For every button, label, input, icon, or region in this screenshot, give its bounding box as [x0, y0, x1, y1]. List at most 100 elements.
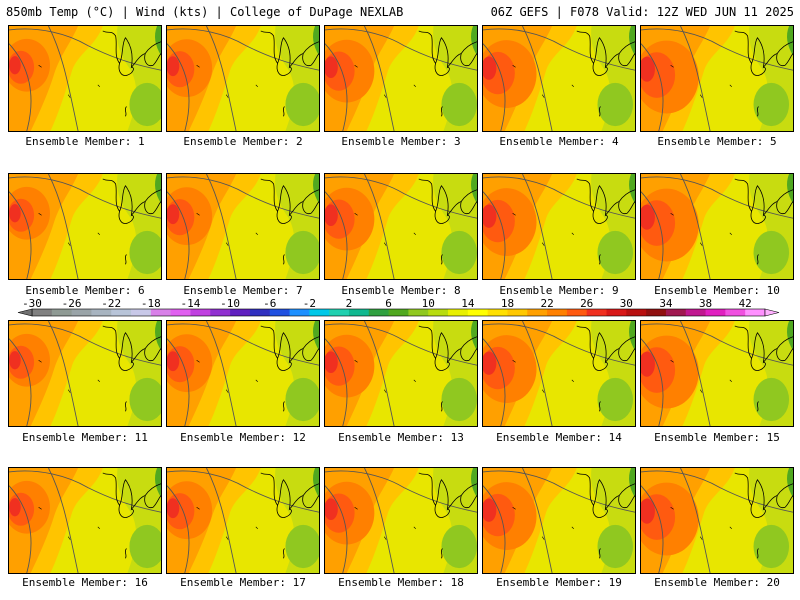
colorbar-swatch	[230, 309, 251, 316]
chart-title: 850mb Temp (°C) | Wind (kts) | College o…	[6, 5, 404, 19]
colorbar-swatch	[131, 309, 152, 316]
ensemble-map-panel	[8, 467, 162, 574]
ensemble-member-label: Ensemble Member: 19	[496, 576, 622, 589]
colorbar-swatch	[428, 309, 449, 316]
colorbar-swatch	[547, 309, 568, 316]
ensemble-map-panel	[324, 320, 478, 427]
colorbar-swatch	[150, 309, 172, 316]
colorbar-swatch	[71, 309, 92, 316]
ensemble-member-label: Ensemble Member: 20	[654, 576, 780, 589]
colorbar-tick-label: 10	[422, 298, 435, 310]
colorbar-swatch	[527, 309, 548, 316]
ensemble-map-panel	[482, 320, 636, 427]
colorbar-tick-label: 18	[501, 298, 514, 310]
ensemble-member-label: Ensemble Member: 12	[180, 431, 306, 444]
colorbar-swatch	[249, 309, 271, 316]
colorbar-tick-label: 42	[739, 298, 752, 310]
colorbar-tick-label: -30	[22, 298, 42, 310]
ensemble-member-label: Ensemble Member: 8	[341, 284, 461, 297]
ensemble-map-panel	[324, 25, 478, 132]
colorbar-tick-label: -2	[303, 298, 316, 310]
ensemble-map-panel	[640, 467, 794, 574]
ensemble-member-label: Ensemble Member: 1	[25, 135, 145, 148]
colorbar-swatch	[507, 309, 528, 316]
colorbar-swatch	[348, 309, 370, 316]
ensemble-map-panel	[166, 467, 320, 574]
ensemble-member-label: Ensemble Member: 4	[499, 135, 619, 148]
colorbar-min-arrow	[17, 308, 33, 317]
colorbar-swatch	[289, 309, 310, 316]
ensemble-map-panel	[166, 25, 320, 132]
colorbar-tick-label: -18	[141, 298, 161, 310]
ensemble-map-panel	[482, 173, 636, 280]
ensemble-member-label: Ensemble Member: 16	[22, 576, 148, 589]
colorbar-swatch	[586, 309, 608, 316]
ensemble-member-label: Ensemble Member: 2	[183, 135, 303, 148]
colorbar-swatch	[566, 309, 588, 316]
colorbar-tick-label: 6	[385, 298, 392, 310]
colorbar-swatch	[210, 309, 231, 316]
ensemble-member-label: Ensemble Member: 11	[22, 431, 148, 444]
colorbar-tick-label: 22	[540, 298, 553, 310]
colorbar-swatch	[745, 309, 766, 316]
ensemble-member-label: Ensemble Member: 9	[499, 284, 619, 297]
colorbar-swatch	[487, 309, 508, 316]
colorbar-swatch	[606, 309, 627, 316]
colorbar-swatch	[309, 309, 330, 316]
colorbar-swatch	[626, 309, 647, 316]
colorbar-swatch	[685, 309, 707, 316]
colorbar-swatch	[705, 309, 726, 316]
colorbar-swatch	[91, 309, 112, 316]
colorbar-tick-label: -22	[101, 298, 121, 310]
ensemble-member-label: Ensemble Member: 10	[654, 284, 780, 297]
colorbar-tick-label: 2	[346, 298, 353, 310]
colorbar-swatch	[269, 309, 291, 316]
colorbar-tick-label: 30	[620, 298, 633, 310]
ensemble-member-label: Ensemble Member: 5	[657, 135, 777, 148]
colorbar-tick-label: 14	[461, 298, 475, 310]
colorbar-swatch	[190, 309, 211, 316]
colorbar-swatch	[725, 309, 746, 316]
ensemble-member-label: Ensemble Member: 15	[654, 431, 780, 444]
ensemble-map-panel	[640, 25, 794, 132]
colorbar-max-arrow	[764, 308, 780, 317]
ensemble-map-panel	[640, 173, 794, 280]
colorbar-swatch	[665, 309, 687, 316]
ensemble-member-label: Ensemble Member: 17	[180, 576, 306, 589]
colorbar-tick-label: -14	[181, 298, 201, 310]
colorbar-swatch	[646, 309, 667, 316]
ensemble-map-panel	[8, 25, 162, 132]
colorbar-swatch	[329, 309, 350, 316]
ensemble-map-panel	[166, 173, 320, 280]
temperature-colorbar: -30 -26 -22 -18 -14 -10 -6 -2 2 6 10 14 18 22 26 30 34 38…	[17, 298, 780, 317]
ensemble-member-label: Ensemble Member: 6	[25, 284, 145, 297]
colorbar-swatch	[408, 309, 429, 316]
colorbar-tick-label: 34	[659, 298, 673, 310]
ensemble-map-panel	[482, 25, 636, 132]
colorbar-swatch	[111, 309, 132, 316]
colorbar-tick-label: 26	[580, 298, 593, 310]
colorbar-tick-label: 38	[699, 298, 712, 310]
ensemble-map-panel	[8, 320, 162, 427]
ensemble-member-label: Ensemble Member: 13	[338, 431, 464, 444]
colorbar-tick-label: -6	[263, 298, 276, 310]
ensemble-member-label: Ensemble Member: 18	[338, 576, 464, 589]
colorbar-swatch	[388, 309, 409, 316]
colorbar-swatch	[51, 309, 73, 316]
ensemble-member-label: Ensemble Member: 14	[496, 431, 622, 444]
colorbar-swatch	[170, 309, 191, 316]
ensemble-map-panel	[166, 320, 320, 427]
ensemble-map-panel	[482, 467, 636, 574]
colorbar-swatch	[448, 309, 469, 316]
colorbar-tick-label: -10	[220, 298, 240, 310]
colorbar-swatch	[368, 309, 390, 316]
colorbar-swatch	[32, 309, 53, 316]
run-valid-time: 06Z GEFS | F078 Valid: 12Z WED JUN 11 20…	[490, 5, 794, 19]
ensemble-map-panel	[324, 467, 478, 574]
colorbar-swatch	[467, 309, 489, 316]
ensemble-map-panel	[8, 173, 162, 280]
ensemble-member-label: Ensemble Member: 7	[183, 284, 303, 297]
ensemble-member-label: Ensemble Member: 3	[341, 135, 461, 148]
colorbar-tick-label: -26	[62, 298, 82, 310]
ensemble-map-panel	[640, 320, 794, 427]
